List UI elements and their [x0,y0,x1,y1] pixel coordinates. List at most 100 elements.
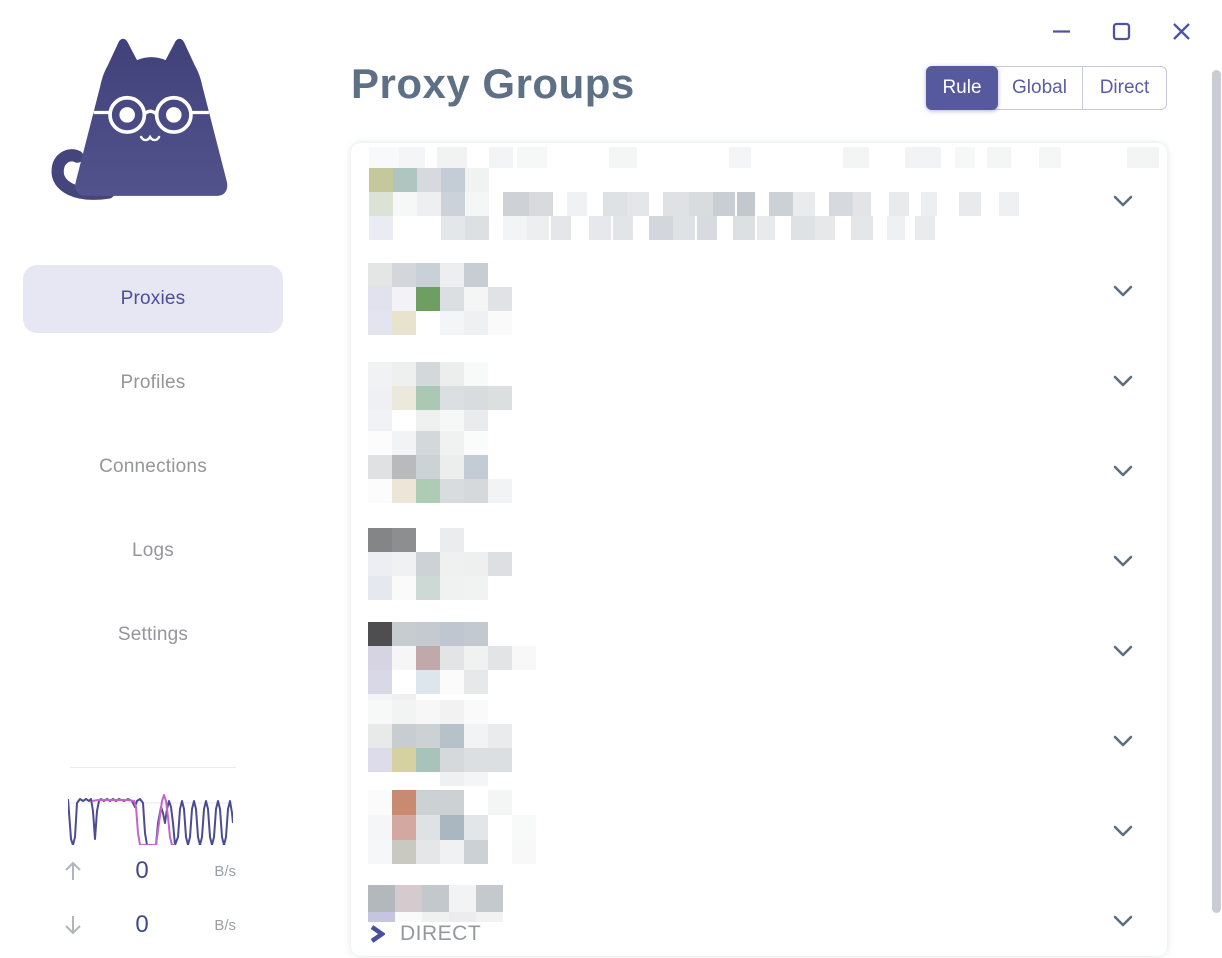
close-icon [1173,23,1190,40]
mosaic-tile [488,287,512,311]
mosaic-tile [368,479,392,503]
chevron-down-icon[interactable] [1113,555,1133,567]
mosaic-tile [392,576,416,600]
mosaic-tile [441,168,465,192]
mosaic-tile [369,168,393,192]
mosaic-tile [399,147,425,168]
mode-button-rule[interactable]: Rule [926,66,998,110]
mosaic-tile [476,885,503,912]
mosaic-tile [512,840,536,864]
mosaic-tile [476,912,503,922]
mosaic-tile [464,576,488,600]
sidebar-item-proxies[interactable]: Proxies [23,265,283,333]
window-controls [1051,21,1192,42]
mosaic-tile [392,622,416,646]
close-button[interactable] [1171,21,1192,42]
mosaic-tile [503,216,527,240]
mosaic-tile [416,815,440,840]
mode-button-global[interactable]: Global [997,66,1083,110]
mosaic-tile [793,192,815,216]
mosaic-tile [416,790,440,815]
chevron-down-icon[interactable] [1113,735,1133,747]
chevron-down-icon[interactable] [1113,915,1133,927]
mosaic-tile [368,694,392,700]
mosaic-tile [791,216,815,240]
mosaic-tile [392,694,416,700]
mosaic-tile [603,192,627,216]
mosaic-tile [392,287,416,311]
sidebar-item-profiles[interactable]: Profiles [120,372,186,393]
mosaic-tile [713,192,735,216]
proxy-group-row[interactable] [351,426,1167,516]
mosaic-tile [440,748,464,772]
mosaic-tile [921,192,937,216]
download-value: 0 [135,911,149,938]
mosaic-tile [368,362,392,386]
mosaic-tile [392,790,416,815]
mosaic-tile [517,147,547,168]
mosaic-tile [449,885,476,912]
proxy-group-row[interactable] [351,336,1167,432]
mosaic-tile [441,216,465,240]
mosaic-tile [416,622,440,646]
proxy-group-row[interactable] [351,786,1167,876]
mosaic-tile [440,700,464,724]
mosaic-tile [440,670,464,694]
sidebar-item-logs[interactable]: Logs [131,540,174,561]
sidebar-item-connections[interactable]: Connections [99,456,207,477]
proxy-group-row[interactable] [351,246,1167,336]
mosaic-tile [437,147,467,168]
mosaic-tile [440,311,464,335]
mosaic-tile [464,622,488,646]
mosaic-tile [369,147,399,168]
mosaic-tile [464,646,488,670]
mosaic-tile [417,168,441,192]
cat-glasses-right [154,95,193,134]
mosaic-tile [464,362,488,386]
mosaic-tile [488,748,512,772]
proxy-group-row[interactable]: DIRECT [351,876,1167,956]
minimize-button[interactable] [1051,21,1072,42]
mosaic-tile [609,147,637,168]
mosaic-tile [395,912,422,922]
mosaic-tile [999,192,1019,216]
app-logo-cat-icon [51,38,228,200]
proxy-group-row[interactable] [351,696,1167,786]
mosaic-tile [440,646,464,670]
arrow-up-icon [65,861,81,880]
mosaic-tile [440,455,464,479]
maximize-button[interactable] [1111,21,1132,42]
arrow-down-icon [65,916,81,935]
mosaic-tile [368,386,392,410]
mosaic-tile [416,552,440,576]
mosaic-tile [464,700,488,724]
mosaic-tile [1039,147,1061,168]
upload-line [67,798,234,846]
proxy-group-row[interactable] [351,606,1167,700]
mosaic-tile [440,386,464,410]
chevron-down-icon[interactable] [1113,465,1133,477]
mosaic-tile [368,885,395,912]
mosaic-tile [416,362,440,386]
sidebar-item-settings[interactable]: Settings [117,624,189,645]
mosaic-tile [368,700,392,724]
proxy-group-row[interactable] [351,516,1167,606]
mosaic-tile [392,724,416,748]
mosaic-tile [416,287,440,311]
mode-button-direct[interactable]: Direct [1083,66,1166,110]
chevron-down-icon[interactable] [1113,375,1133,387]
mosaic-tile [464,287,488,311]
chevron-down-icon[interactable] [1113,825,1133,837]
mosaic-tile [393,168,417,192]
selected-proxy: DIRECT [369,922,481,946]
chevron-down-icon[interactable] [1113,285,1133,297]
chevron-down-icon[interactable] [1113,195,1133,207]
scrollbar-thumb[interactable] [1212,70,1221,913]
traffic-stats: 0 B/s 0 B/s [64,850,236,958]
mosaic-tile [422,885,449,912]
mosaic-tile [440,263,464,287]
outbound-mode-switcher: Rule Global Direct [926,66,1167,110]
mosaic-tile [613,216,633,240]
proxy-group-row[interactable] [351,147,1167,246]
chevron-down-icon[interactable] [1113,645,1133,657]
